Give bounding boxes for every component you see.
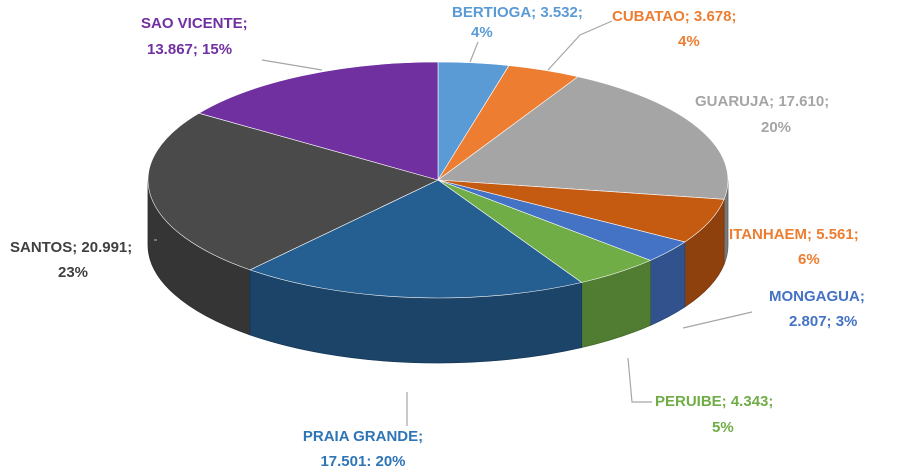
leader-line-bertioga bbox=[469, 41, 479, 63]
data-label-bertioga-line2: 4% bbox=[471, 24, 493, 41]
data-label-sao-vicente-line2: 13.867; 15% bbox=[147, 41, 232, 58]
data-label-peruibe-line1: PERUIBE; 4.343; bbox=[655, 393, 773, 410]
pie-slice-santos bbox=[147, 112, 439, 271]
data-label-guaruja-line1: GUARUJA; 17.610; bbox=[695, 93, 829, 110]
pie-side-walls bbox=[147, 179, 729, 364]
leader-line-mongagua bbox=[682, 311, 753, 329]
data-label-santos-line2: 23% bbox=[58, 264, 88, 281]
pie-slice-guaruja bbox=[437, 76, 729, 200]
leader-line-sao-vicente bbox=[261, 59, 323, 71]
data-label-cubatao-line1: CUBATAO; 3.678; bbox=[612, 8, 736, 25]
data-label-itanhaem-line2: 6% bbox=[798, 251, 820, 268]
data-label-sao-vicente-line1: SAO VICENTE; bbox=[141, 15, 248, 32]
data-labels: BERTIOGA; 3.532; 4% CUBATAO; 3.678; 4% GUARU… bbox=[10, 4, 865, 466]
data-label-praia-grande-line2: 17.501; 20% bbox=[320, 453, 405, 466]
data-label-mongagua-line2: 2.807; 3% bbox=[789, 313, 857, 330]
pie-top-surface bbox=[147, 61, 729, 299]
data-label-cubatao-line2: 4% bbox=[678, 33, 700, 50]
data-label-itanhaem-line1: ITANHAEM; 5.561; bbox=[729, 226, 859, 243]
pie-slice-sao-vicente bbox=[198, 61, 439, 181]
data-label-mongagua-line1: MONGAGUA; bbox=[769, 288, 865, 305]
data-label-bertioga-line1: BERTIOGA; 3.532; bbox=[452, 4, 583, 21]
data-label-santos-line1: SANTOS; 20.991; bbox=[10, 239, 132, 256]
leader-line-peruibe bbox=[627, 357, 652, 403]
leader-line-cubatao bbox=[547, 20, 613, 71]
data-label-peruibe-line2: 5% bbox=[712, 419, 734, 436]
data-label-guaruja-line2: 20% bbox=[761, 119, 791, 136]
pie-slice-praia-grande bbox=[249, 179, 583, 299]
data-label-praia-grande-line1: PRAIA GRANDE; bbox=[303, 428, 423, 445]
